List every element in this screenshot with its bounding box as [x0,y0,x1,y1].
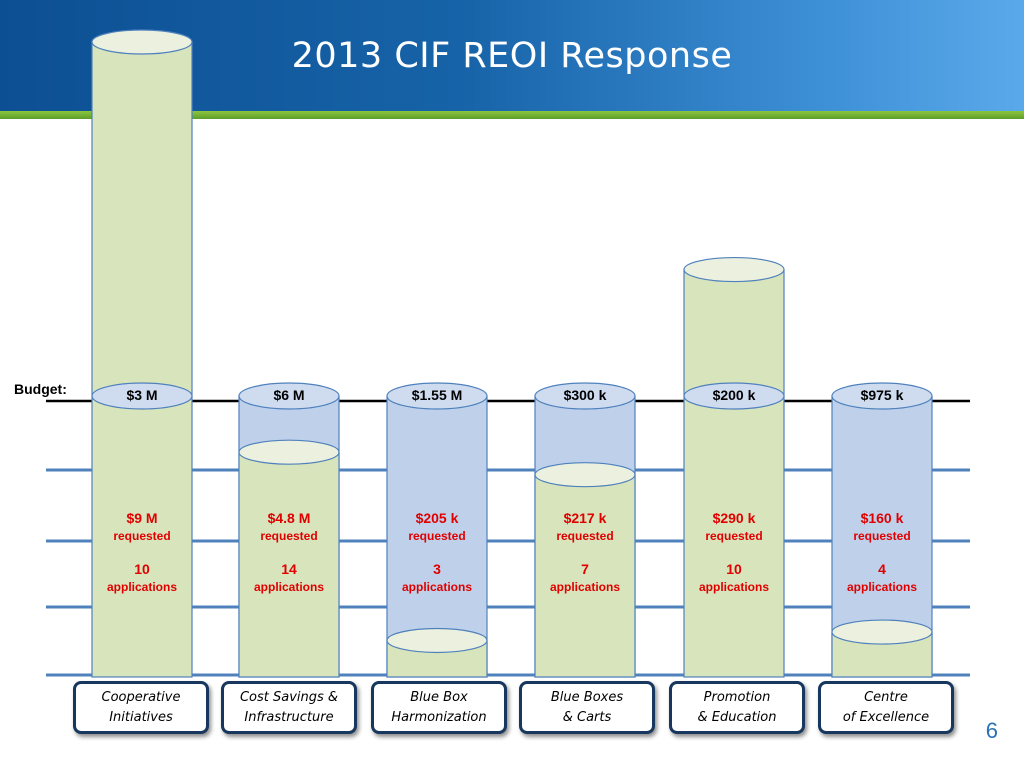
category-box: Cooperative Initiatives [73,681,209,734]
requested-value-label: $217 k [564,510,607,526]
applications-count-label: 3 [433,561,441,577]
budget-value-label: $6 M [273,387,304,403]
requested-value-label: $9 M [126,510,157,526]
requested-cylinder-top [831,619,933,645]
requested-word-label: requested [853,529,910,543]
requested-cylinder [534,474,636,678]
category-label: Cooperative [101,689,181,705]
applications-count-label: 14 [281,561,297,577]
requested-cylinder-top [91,29,193,55]
requested-value-label: $4.8 M [268,510,311,526]
requested-cylinder [238,451,340,678]
category-label: Initiatives [109,709,173,725]
applications-count-label: 7 [581,561,589,577]
applications-word-label: applications [254,580,324,594]
requested-word-label: requested [705,529,762,543]
requested-cylinder-top [238,439,340,465]
category-label: Blue Box [410,689,468,705]
budget-label: Budget: [14,381,67,397]
category-label: Centre [864,689,908,705]
category-box: Cost Savings & Infrastructure [221,681,357,734]
slide-title: 2013 CIF REOI Response [291,36,733,76]
category-label: Blue Boxes [550,689,624,705]
requested-cylinder [91,41,193,678]
requested-cylinder-top [534,462,636,488]
budget-cylinder-top [683,382,785,410]
budget-cylinder-top [386,382,488,410]
budget-cylinder-top [91,382,193,410]
requested-word-label: requested [113,529,170,543]
applications-count-label: 4 [878,561,886,577]
applications-word-label: applications [699,580,769,594]
applications-word-label: applications [402,580,472,594]
header-stripe [0,111,1024,119]
category-box: Centre of Excellence [818,681,954,734]
category-label: Cost Savings & [239,689,339,705]
requested-word-label: requested [260,529,317,543]
budget-value-label: $300 k [564,387,607,403]
category-label: Promotion [703,689,771,705]
category-box: Blue Boxes & Carts [519,681,655,734]
budget-cylinder-top [238,382,340,410]
category-box: Blue Box Harmonization [371,681,507,734]
category-label: of Excellence [842,709,930,725]
budget-cylinder-top [831,382,933,410]
requested-word-label: requested [556,529,613,543]
budget-value-label: $200 k [713,387,756,403]
category-label: Harmonization [391,709,487,725]
budget-value-label: $1.55 M [412,387,463,403]
category-label: & Carts [562,709,612,725]
applications-count-label: 10 [134,561,150,577]
applications-count-label: 10 [726,561,742,577]
requested-value-label: $160 k [861,510,904,526]
applications-word-label: applications [550,580,620,594]
category-label: Infrastructure [244,709,334,725]
applications-word-label: applications [847,580,917,594]
budget-cylinder-top [534,382,636,410]
applications-word-label: applications [107,580,177,594]
requested-value-label: $290 k [713,510,756,526]
budget-value-label: $975 k [861,387,904,403]
requested-cylinder-top [683,256,785,283]
page-number: 6 [985,718,998,743]
requested-cylinder-top [386,627,488,654]
requested-value-label: $205 k [416,510,459,526]
category-label: & Education [697,709,777,725]
category-box: Promotion & Education [669,681,805,734]
budget-value-label: $3 M [126,387,157,403]
requested-cylinder [683,268,785,678]
requested-word-label: requested [408,529,465,543]
